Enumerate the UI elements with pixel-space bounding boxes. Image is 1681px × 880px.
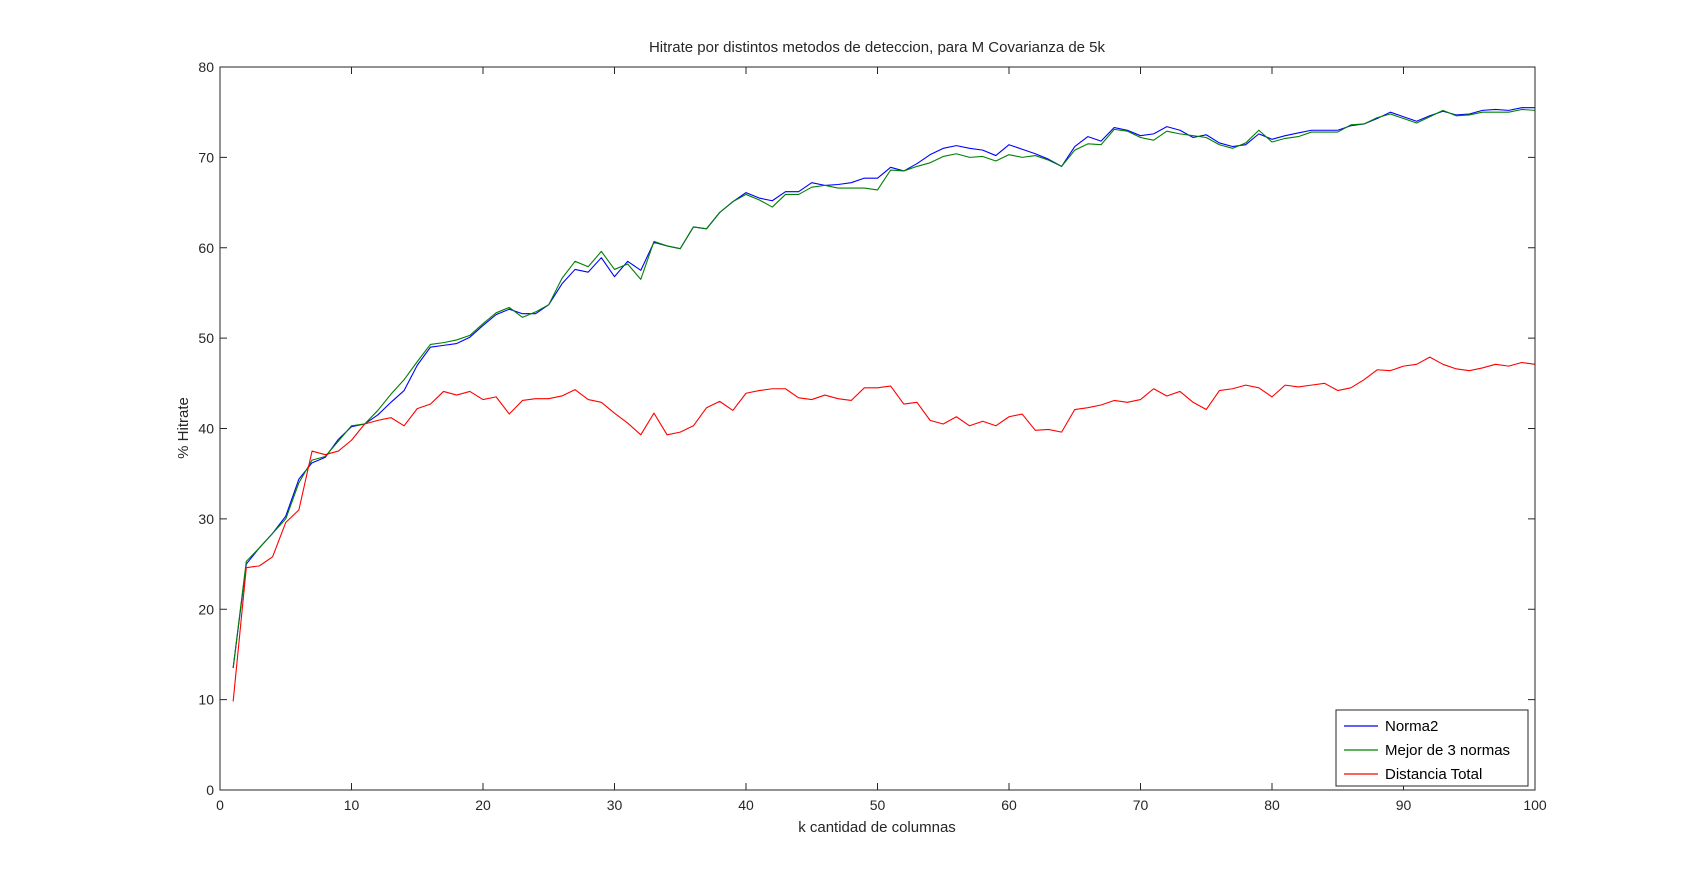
legend-label-norma2: Norma2 — [1385, 718, 1438, 735]
series-line-norma2 — [232, 107, 1535, 669]
plot-area — [220, 67, 1535, 790]
x-tick-label: 100 — [1523, 797, 1547, 813]
y-axis-label: % Hitrate — [175, 397, 192, 459]
legend: Norma2 Mejor de 3 normas Distancia Total — [1335, 709, 1529, 787]
x-tick-label: 10 — [344, 797, 360, 813]
x-tick-label: 40 — [738, 797, 754, 813]
y-tick-label: 0 — [206, 782, 214, 798]
legend-label-mejor-de-3-normas: Mejor de 3 normas — [1385, 742, 1510, 759]
series-lines — [232, 107, 1536, 702]
y-tick-label: 30 — [198, 511, 214, 527]
x-tick-label: 70 — [1133, 797, 1149, 813]
x-tick-label: 80 — [1264, 797, 1280, 813]
y-tick-label: 60 — [198, 240, 214, 256]
series-line-distancia-total — [232, 356, 1536, 702]
x-tick-label: 50 — [870, 797, 886, 813]
x-tick-label: 60 — [1001, 797, 1017, 813]
y-axis-ticks: 0 10 20 30 40 50 60 70 80 — [198, 59, 1535, 798]
y-tick-label: 10 — [198, 692, 214, 708]
x-tick-label: 0 — [216, 797, 224, 813]
y-tick-label: 70 — [198, 149, 214, 165]
x-tick-label: 20 — [475, 797, 491, 813]
series-line-mejor-de-3-normas — [232, 108, 1536, 669]
x-axis-label: k cantidad de columnas — [798, 819, 956, 836]
y-tick-label: 40 — [198, 421, 214, 437]
legend-label-distancia-total: Distancia Total — [1385, 766, 1482, 783]
legend-box — [1335, 709, 1529, 787]
chart-title: Hitrate por distintos metodos de detecci… — [649, 39, 1106, 56]
axes-box — [219, 66, 1536, 791]
x-axis-ticks: 0 10 20 30 40 50 60 70 80 90 100 — [216, 67, 1547, 813]
x-tick-label: 90 — [1396, 797, 1412, 813]
y-tick-label: 50 — [198, 330, 214, 346]
y-tick-label: 80 — [198, 59, 214, 75]
y-tick-label: 20 — [198, 601, 214, 617]
x-tick-label: 30 — [607, 797, 623, 813]
